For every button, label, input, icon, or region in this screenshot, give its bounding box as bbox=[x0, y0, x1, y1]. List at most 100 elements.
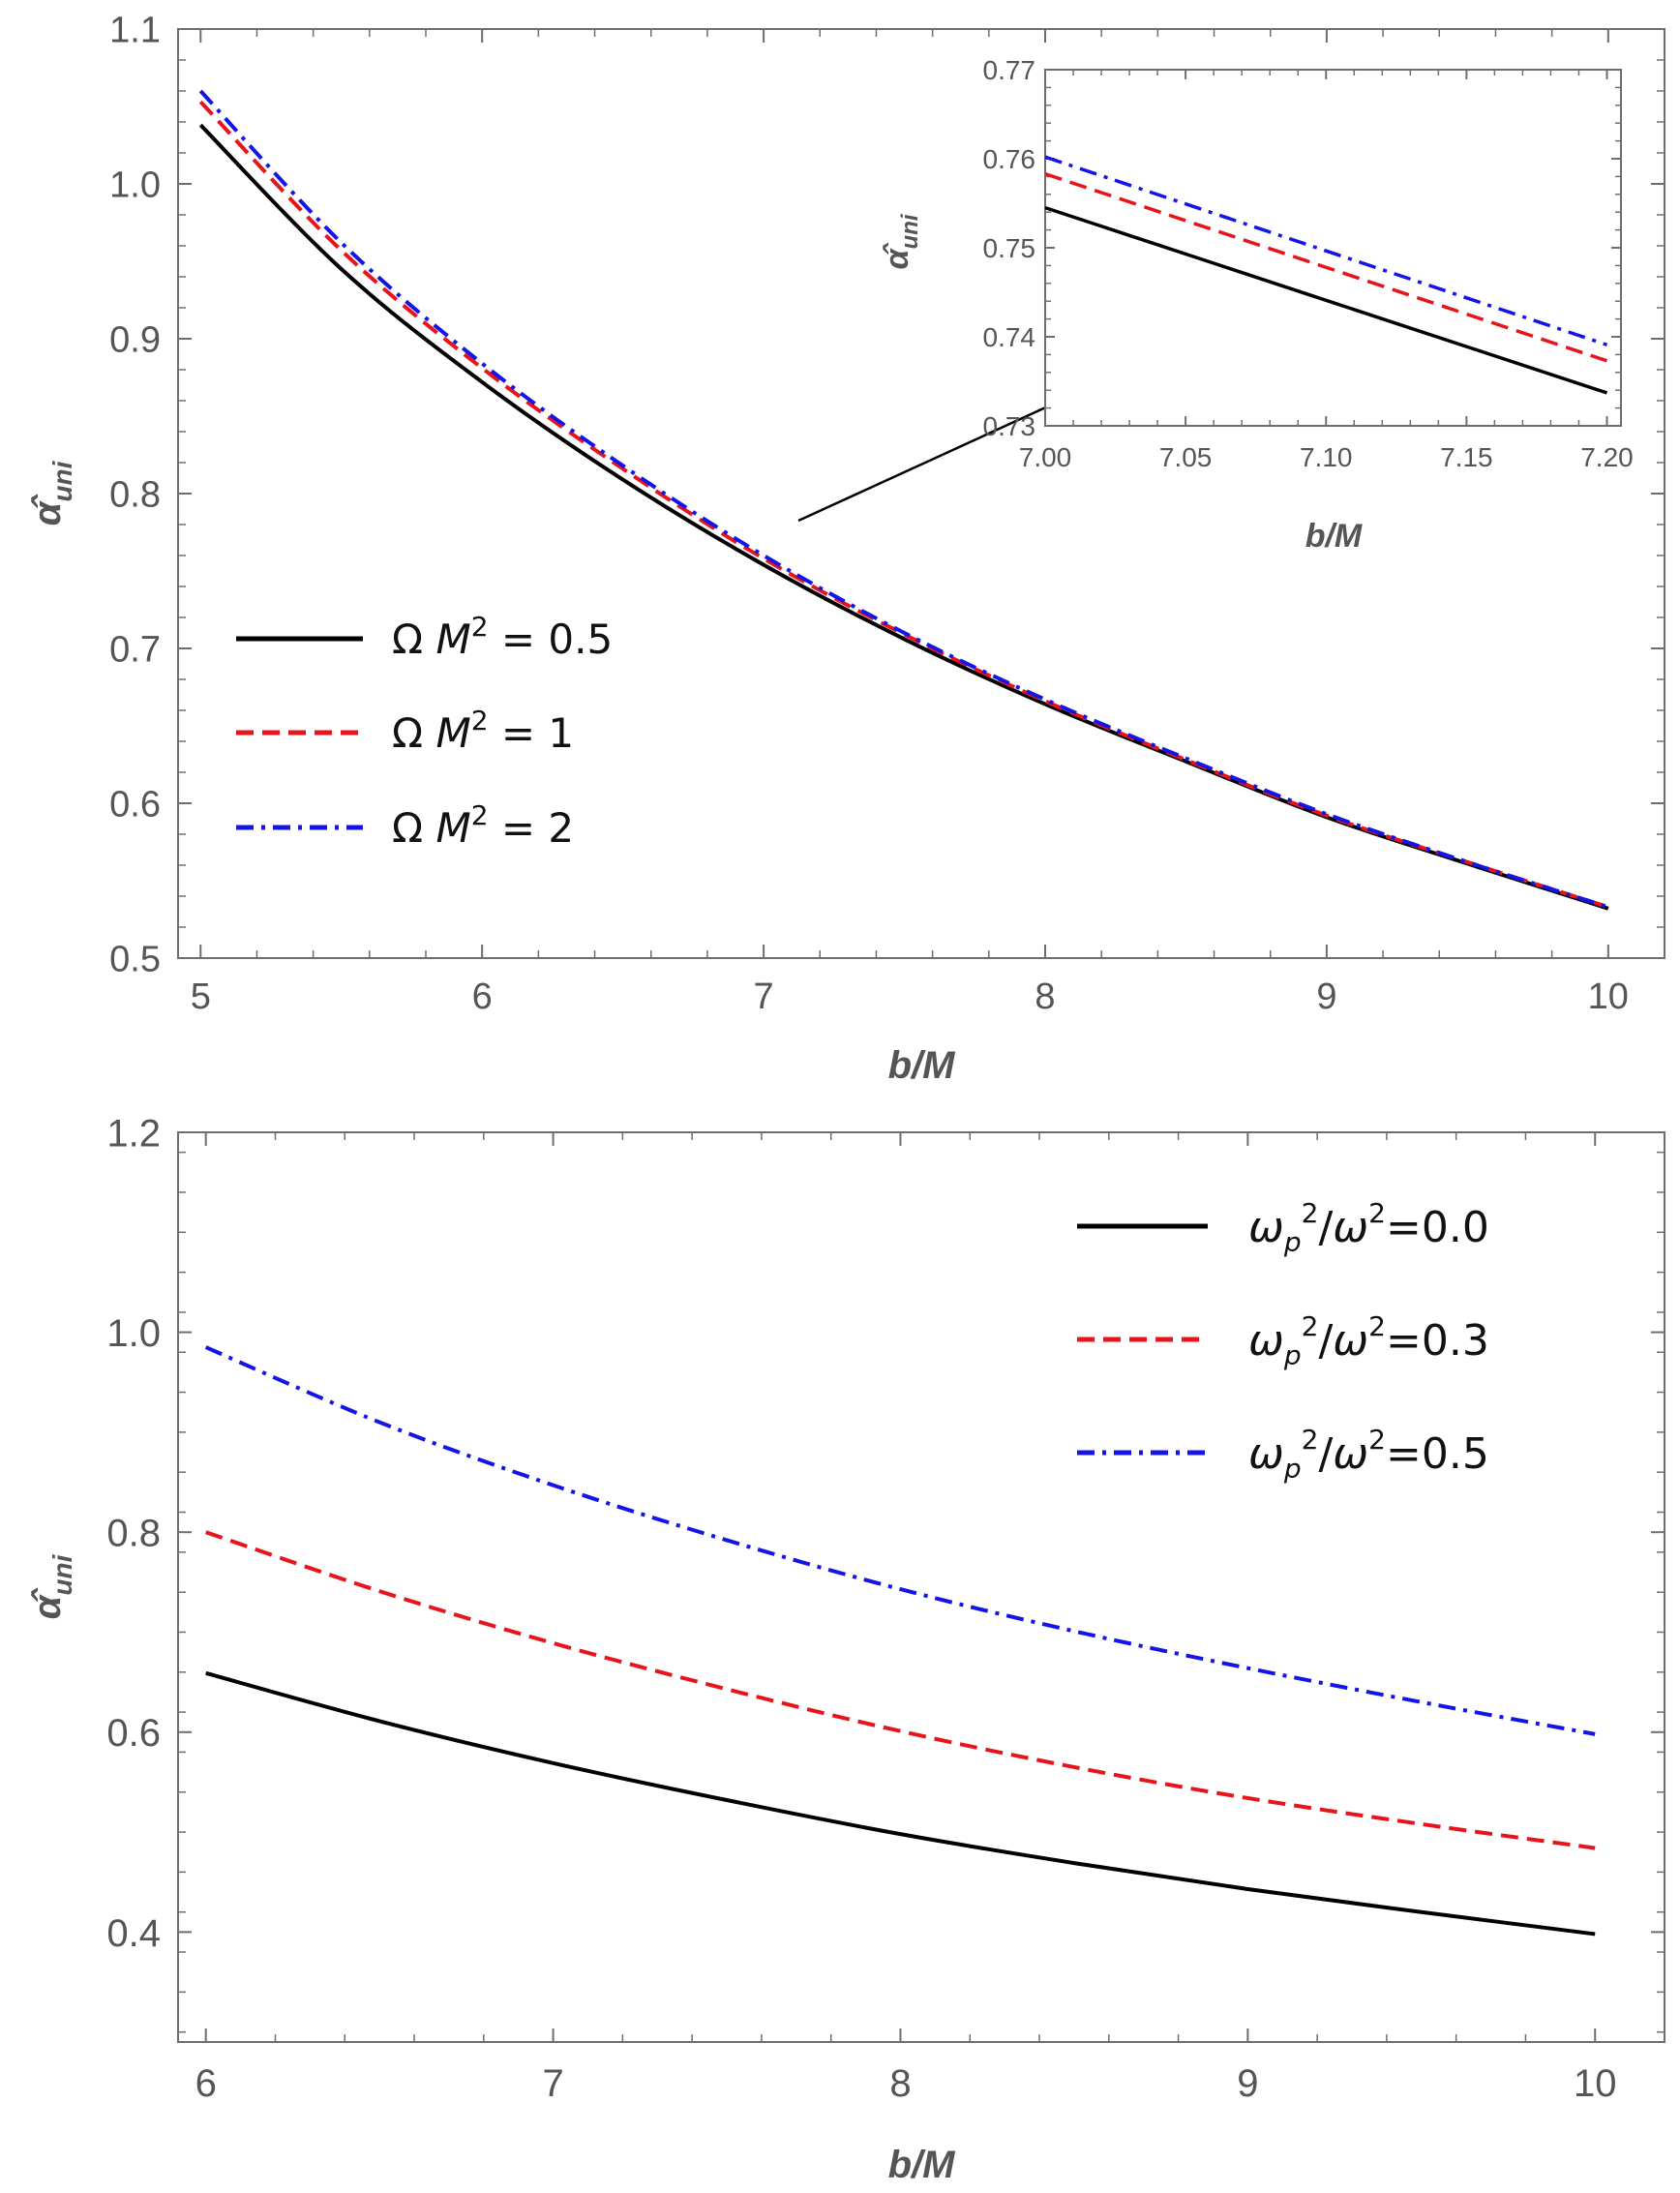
inset-x-axis-title: b/M bbox=[1305, 518, 1363, 555]
legend-item-omega-m2-2: Ω M2 = 2 bbox=[236, 799, 574, 852]
inset-y-tick-labels: 0.73 0.74 0.75 0.76 0.77 bbox=[983, 55, 1036, 441]
x-tick-label: 7.00 bbox=[1019, 442, 1072, 472]
legend-sup2: 2 bbox=[1368, 1197, 1386, 1229]
legend-slash: / bbox=[1318, 1203, 1333, 1252]
x-tick-label: 7 bbox=[542, 2062, 563, 2105]
bottom-legend: ωp2/ω2=0.0 ωp2/ω2=0.3 ωp2/ω2=0.5 bbox=[1077, 1197, 1489, 1485]
x-tick-label: 7.15 bbox=[1440, 442, 1493, 472]
y-tick-label: 0.74 bbox=[983, 322, 1036, 352]
x-tick-label: 8 bbox=[889, 2062, 911, 2105]
legend-sub: p bbox=[1283, 1339, 1302, 1371]
bottom-y-axis-title: α̂uni bbox=[26, 1553, 77, 1619]
inset-y-axis-title: α̂uni bbox=[879, 213, 923, 269]
series-line-dashed bbox=[198, 100, 1609, 910]
y-tick-label: 1.0 bbox=[109, 165, 161, 206]
svg-text:α̂uni: α̂uni bbox=[26, 460, 77, 526]
legend-suffix: =0.3 bbox=[1386, 1316, 1489, 1366]
inset-background bbox=[1045, 70, 1621, 426]
x-tick-label: 6 bbox=[472, 976, 493, 1017]
inset-chart: 7.00 7.05 7.10 7.15 7.20 0.730.740.750.760.7… bbox=[879, 55, 1634, 555]
svg-text:ωp2/ω2=0.5: ωp2/ω2=0.5 bbox=[1248, 1424, 1489, 1485]
legend-prefix: Ω bbox=[392, 709, 435, 757]
svg-text:Ω M2 = 1: Ω M2 = 1 bbox=[392, 705, 574, 757]
bottom-chart: 6 7 8 9 10 0.40.60.81.01.2 b/M α̂uni ωp2/ω2=… bbox=[26, 1112, 1665, 2186]
x-tick-label: 10 bbox=[1574, 2062, 1617, 2105]
legend-omega2: ω bbox=[1333, 1203, 1368, 1252]
series-line-solid bbox=[198, 123, 1609, 911]
x-tick-label: 9 bbox=[1316, 976, 1336, 1017]
bottom-axis-ticks bbox=[178, 1131, 1665, 2042]
legend-omega: ω bbox=[1248, 1203, 1284, 1252]
legend-omega: ω bbox=[1248, 1429, 1284, 1479]
legend-sup: 2 bbox=[471, 799, 489, 831]
legend-prefix: Ω bbox=[392, 616, 435, 663]
legend-item-wp-0.3: ωp2/ω2=0.3 bbox=[1077, 1310, 1489, 1371]
legend-sup: 2 bbox=[471, 611, 489, 643]
y-tick-label: 0.75 bbox=[983, 233, 1036, 263]
svg-text:ωp2/ω2=0.3: ωp2/ω2=0.3 bbox=[1248, 1310, 1489, 1371]
legend-slash: / bbox=[1318, 1316, 1333, 1366]
legend-item-wp-0.0: ωp2/ω2=0.0 bbox=[1077, 1197, 1489, 1258]
inset-y-axis-title-subscript: uni bbox=[897, 213, 923, 249]
legend-omega2: ω bbox=[1333, 1429, 1368, 1479]
series-line-solid bbox=[205, 1670, 1596, 1937]
series-line-solid bbox=[1044, 205, 1608, 395]
legend-suffix: = 0.5 bbox=[489, 616, 614, 663]
y-tick-label: 0.4 bbox=[106, 1912, 161, 1955]
legend-sup2: 2 bbox=[1368, 1424, 1386, 1456]
top-y-axis-title: α̂uni bbox=[26, 460, 77, 526]
svg-text:ωp2/ω2=0.0: ωp2/ω2=0.0 bbox=[1248, 1197, 1489, 1258]
top-chart: 5 6 7 8 9 10 0.50.60.70.80.91.01.1 b/M α̂uni … bbox=[26, 11, 1665, 1087]
svg-text:Ω M2 = 0.5: Ω M2 = 0.5 bbox=[392, 611, 613, 663]
y-tick-label: 0.8 bbox=[106, 1513, 161, 1555]
x-tick-label: 6 bbox=[195, 2062, 217, 2105]
x-tick-label: 8 bbox=[1035, 976, 1055, 1017]
legend-omega: ω bbox=[1248, 1316, 1284, 1366]
y-tick-label: 0.76 bbox=[983, 144, 1036, 174]
inset-series bbox=[1044, 155, 1608, 395]
top-x-tick-labels: 5 6 7 8 9 10 bbox=[191, 976, 1629, 1017]
legend-suffix: =0.0 bbox=[1386, 1203, 1489, 1252]
x-tick-label: 7.20 bbox=[1580, 442, 1634, 472]
y-tick-label: 0.73 bbox=[983, 411, 1036, 441]
y-tick-label: 0.7 bbox=[109, 630, 161, 671]
bottom-x-tick-labels: 6 7 8 9 10 bbox=[195, 2062, 1617, 2105]
legend-item-omega-m2-1: Ω M2 = 1 bbox=[236, 705, 574, 757]
top-y-tick-labels: 0.5 0.6 0.7 0.8 0.9 1.0 1.1 bbox=[109, 11, 161, 980]
legend-var: M bbox=[435, 804, 470, 852]
y-tick-label: 1.0 bbox=[106, 1312, 161, 1355]
legend-sub: p bbox=[1283, 1226, 1302, 1258]
legend-item-wp-0.5: ωp2/ω2=0.5 bbox=[1077, 1424, 1489, 1485]
bottom-y-axis-title-subscript: uni bbox=[47, 1553, 77, 1595]
y-tick-label: 0.6 bbox=[106, 1712, 161, 1755]
top-series bbox=[198, 89, 1609, 911]
y-tick-label: 0.8 bbox=[109, 475, 161, 516]
x-tick-label: 9 bbox=[1237, 2062, 1258, 2105]
x-tick-label: 7 bbox=[754, 976, 774, 1017]
x-tick-label: 7.10 bbox=[1300, 442, 1353, 472]
y-tick-label: 1.1 bbox=[109, 11, 161, 51]
inset-x-tick-labels: 7.00 7.05 7.10 7.15 7.20 bbox=[1019, 442, 1634, 472]
legend-sup2: 2 bbox=[1368, 1310, 1386, 1342]
y-tick-label: 0.6 bbox=[109, 785, 161, 826]
legend-suffix: = 2 bbox=[489, 804, 575, 852]
legend-sup: 2 bbox=[471, 705, 489, 736]
top-axis-ticks bbox=[178, 28, 1665, 959]
svg-text:α̂uni: α̂uni bbox=[879, 213, 923, 269]
y-tick-label: 0.9 bbox=[109, 320, 161, 361]
bottom-x-axis-title: b/M bbox=[888, 2144, 957, 2186]
x-tick-label: 5 bbox=[191, 976, 211, 1017]
x-tick-label: 7.05 bbox=[1159, 442, 1213, 472]
top-x-axis-title: b/M bbox=[888, 1044, 957, 1087]
legend-sup: 2 bbox=[1302, 1197, 1319, 1229]
legend-sub: p bbox=[1283, 1453, 1302, 1485]
legend-var: M bbox=[435, 616, 470, 663]
legend-omega2: ω bbox=[1333, 1316, 1368, 1366]
bottom-series bbox=[204, 1345, 1596, 1937]
y-tick-label: 1.2 bbox=[106, 1112, 161, 1155]
top-y-axis-title-subscript: uni bbox=[47, 460, 77, 501]
svg-text:Ω M2 = 2: Ω M2 = 2 bbox=[392, 799, 574, 852]
y-tick-label: 0.77 bbox=[983, 55, 1036, 85]
legend-prefix: Ω bbox=[392, 804, 435, 852]
top-legend: Ω M2 = 0.5 Ω M2 = 1 Ω M2 = 2 bbox=[236, 611, 613, 852]
